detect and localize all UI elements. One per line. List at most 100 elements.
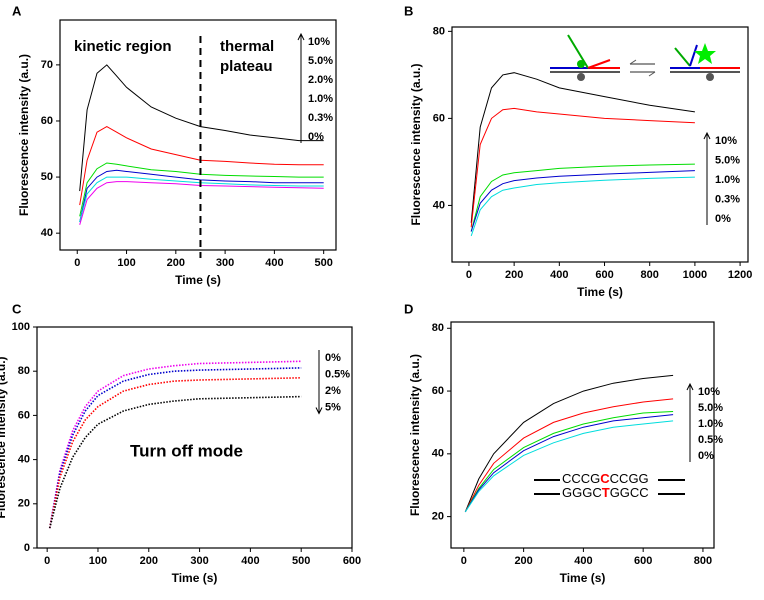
y-tick-label: 60 [18,409,30,421]
series-line [79,181,324,225]
y-tick-label: 60 [432,385,444,397]
series-line [470,163,695,232]
x-axis-label: Time (s) [560,571,606,585]
legend-label: 0.5% [698,434,723,446]
legend-label: 10% [698,386,720,398]
x-tick-label: 800 [641,269,659,281]
y-axis-label: Fluorescence intensity (a.u.) [409,63,423,225]
panel-label: D [404,301,413,316]
x-tick-label: 300 [190,555,208,567]
panel-label: A [12,3,22,18]
x-axis-label: Time (s) [175,273,221,287]
x-tick-label: 0 [44,555,50,567]
sequence-part: C [600,471,610,486]
x-tick-label: 400 [265,257,283,269]
series-line [48,395,302,529]
x-tick-label: 200 [167,257,185,269]
x-axis-label: Time (s) [577,285,623,299]
series-line [464,374,674,513]
series-line [48,377,302,529]
series-line [48,360,302,529]
legend-label: 0.5% [325,368,350,380]
series-line [464,398,674,513]
annotation: kinetic region [74,38,172,55]
schematic [550,34,740,81]
series-line [79,176,324,223]
y-axis-label: Fluorescence intensity (a.u.) [17,54,31,216]
x-tick-label: 500 [314,257,332,269]
series-line [79,162,324,217]
x-tick-label: 500 [292,555,310,567]
legend-label: 5.0% [715,154,740,166]
legend-label: 0.3% [308,112,333,124]
annotation: thermal [220,38,274,55]
series-line [470,170,695,232]
y-tick-label: 80 [432,322,444,334]
sequence-part: GGGC [562,485,602,500]
x-tick-label: 400 [241,555,259,567]
x-tick-label: 100 [117,257,135,269]
x-tick-label: 0 [466,269,472,281]
legend-label: 5.0% [308,55,333,67]
x-tick-label: 200 [514,555,532,567]
y-tick-label: 40 [41,227,53,239]
series-line [470,72,695,223]
series-line [470,107,695,228]
legend-label: 10% [308,36,330,48]
series-line [79,169,324,223]
x-tick-label: 600 [595,269,613,281]
legend-arrow-head [297,32,305,41]
y-axis-label: Fluorescence intensity (a.u.) [408,354,422,516]
legend-arrow-head [315,407,323,415]
y-tick-label: 70 [41,59,53,71]
series-line [79,126,324,206]
legend-label: 0% [698,450,714,462]
sequence-part: CCGG [610,471,649,486]
plot-frame [36,326,353,549]
x-tick-label: 400 [550,269,568,281]
y-tick-label: 20 [18,498,30,510]
legend-label: 0% [715,213,731,225]
x-tick-label: 200 [505,269,523,281]
x-tick-label: 1200 [728,269,752,281]
legend-label: 5% [325,401,341,413]
y-tick-label: 40 [432,448,444,460]
panel-label: C [12,301,22,316]
plot-frame [451,26,749,263]
y-tick-label: 100 [12,321,30,333]
sequence: CCCGCCCGG [562,471,649,486]
legend-label: 10% [715,135,737,147]
sequence-part: T [602,485,610,500]
panel-label: B [404,3,413,18]
legend-label: 5.0% [698,402,723,414]
legend-label: 0.3% [715,193,740,205]
series-line [470,176,695,237]
y-tick-label: 80 [18,365,30,377]
legend-label: 2% [325,385,341,397]
x-tick-label: 0 [461,555,467,567]
x-tick-label: 0 [74,257,80,269]
annotation: plateau [220,58,273,75]
y-axis-label: Fluorescence intensity (a.u.) [0,356,8,518]
x-axis-label: Time (s) [172,571,218,585]
x-tick-label: 300 [216,257,234,269]
y-tick-label: 40 [433,199,445,211]
y-tick-label: 50 [41,171,53,183]
series-line [464,420,674,513]
plot-frame [59,19,337,251]
series-line [464,414,674,513]
legend-arrow-head [703,131,711,140]
y-tick-label: 40 [18,454,30,466]
plot-frame [450,321,715,549]
sequence-part: GGCC [610,485,649,500]
series-line [464,411,674,513]
x-tick-label: 600 [343,555,361,567]
legend-arrow-head [686,382,694,391]
legend-label: 1.0% [715,174,740,186]
legend-label: 0% [308,131,324,143]
sequence-part: CCCG [562,471,600,486]
y-tick-label: 0 [24,542,30,554]
x-tick-label: 600 [634,555,652,567]
x-tick-label: 1000 [683,269,707,281]
